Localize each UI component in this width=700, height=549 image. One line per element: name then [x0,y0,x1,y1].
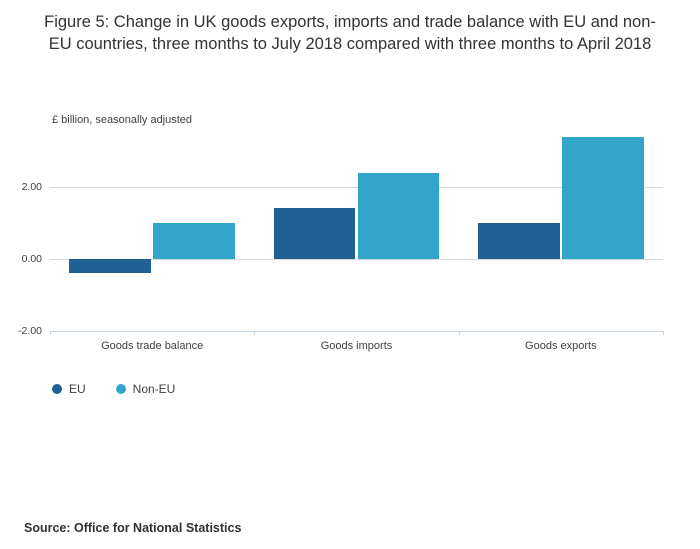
y-tick-label: 2.00 [21,180,42,193]
gridline [50,258,663,260]
x-axis-category-label: Goods exports [525,339,597,352]
bar-group [254,130,458,331]
x-axis-category-label: Goods imports [320,339,393,352]
bar-non-eu [561,136,644,259]
x-axis-tick [663,330,664,335]
gridline [50,330,663,332]
x-axis-category-label: Goods trade balance [101,339,204,352]
legend-item-non-eu[interactable]: Non-EU [115,381,176,396]
y-tick-label: 0.00 [21,252,42,265]
gridline [50,186,663,188]
legend-label-eu: EU [69,381,86,396]
legend-item-eu[interactable]: EU [52,382,86,396]
x-axis-tick [50,330,51,335]
x-axis-tick [458,330,460,335]
bar-eu [69,258,152,274]
bar-eu [273,208,356,259]
y-tick-label: -2.00 [18,324,42,337]
eu-series-marker-icon [52,383,62,394]
non-eu-series-marker-icon [115,383,126,394]
units-label: £ billion, seasonally adjusted [52,113,193,126]
x-axis-tick [254,330,256,335]
bar-group [50,130,254,331]
bar-eu [478,222,560,259]
legend: EU Non-EU [52,382,700,396]
x-axis-labels: Goods trade balance Goods imports Goods ex… [50,331,663,352]
bar-non-eu [153,222,235,259]
figure-title: Figure 5: Change in UK goods exports, im… [44,13,656,53]
plot-area: 2.00 0.00 -2.00 [18,130,664,337]
legend-label-non-eu: Non-EU [132,381,176,396]
source-note: Source: Office for National Statistics [24,521,242,535]
bar-non-eu [357,172,440,259]
bar-group [459,130,663,331]
